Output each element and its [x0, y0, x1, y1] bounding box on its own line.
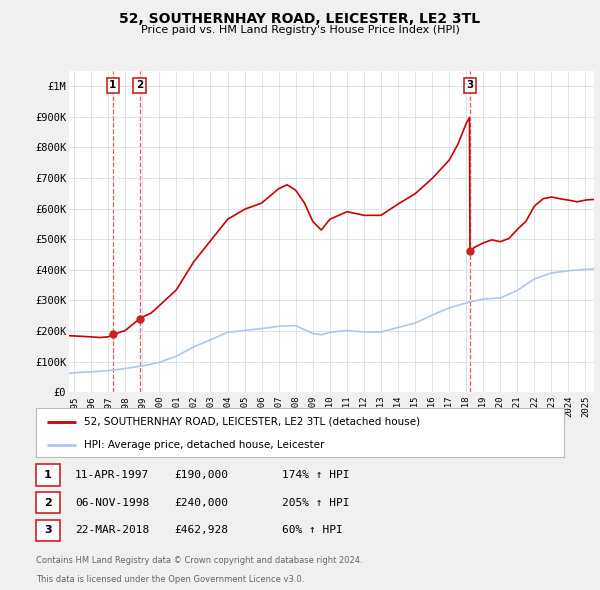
Text: 1: 1 — [44, 470, 52, 480]
Text: HPI: Average price, detached house, Leicester: HPI: Average price, detached house, Leic… — [83, 440, 324, 450]
Text: This data is licensed under the Open Government Licence v3.0.: This data is licensed under the Open Gov… — [36, 575, 304, 584]
Text: 60% ↑ HPI: 60% ↑ HPI — [282, 526, 343, 535]
Text: 52, SOUTHERNHAY ROAD, LEICESTER, LE2 3TL (detached house): 52, SOUTHERNHAY ROAD, LEICESTER, LE2 3TL… — [83, 417, 419, 427]
Text: 52, SOUTHERNHAY ROAD, LEICESTER, LE2 3TL: 52, SOUTHERNHAY ROAD, LEICESTER, LE2 3TL — [119, 12, 481, 26]
Text: 2: 2 — [136, 80, 143, 90]
Text: 06-NOV-1998: 06-NOV-1998 — [75, 498, 149, 507]
Text: £190,000: £190,000 — [174, 470, 228, 480]
Text: 3: 3 — [44, 526, 52, 535]
Text: 1: 1 — [109, 80, 116, 90]
Text: 11-APR-1997: 11-APR-1997 — [75, 470, 149, 480]
Text: 2: 2 — [44, 498, 52, 507]
Text: Contains HM Land Registry data © Crown copyright and database right 2024.: Contains HM Land Registry data © Crown c… — [36, 556, 362, 565]
Text: 3: 3 — [466, 80, 473, 90]
Text: £462,928: £462,928 — [174, 526, 228, 535]
Text: 174% ↑ HPI: 174% ↑ HPI — [282, 470, 349, 480]
Text: Price paid vs. HM Land Registry's House Price Index (HPI): Price paid vs. HM Land Registry's House … — [140, 25, 460, 35]
Text: 205% ↑ HPI: 205% ↑ HPI — [282, 498, 349, 507]
Text: £240,000: £240,000 — [174, 498, 228, 507]
Text: 22-MAR-2018: 22-MAR-2018 — [75, 526, 149, 535]
